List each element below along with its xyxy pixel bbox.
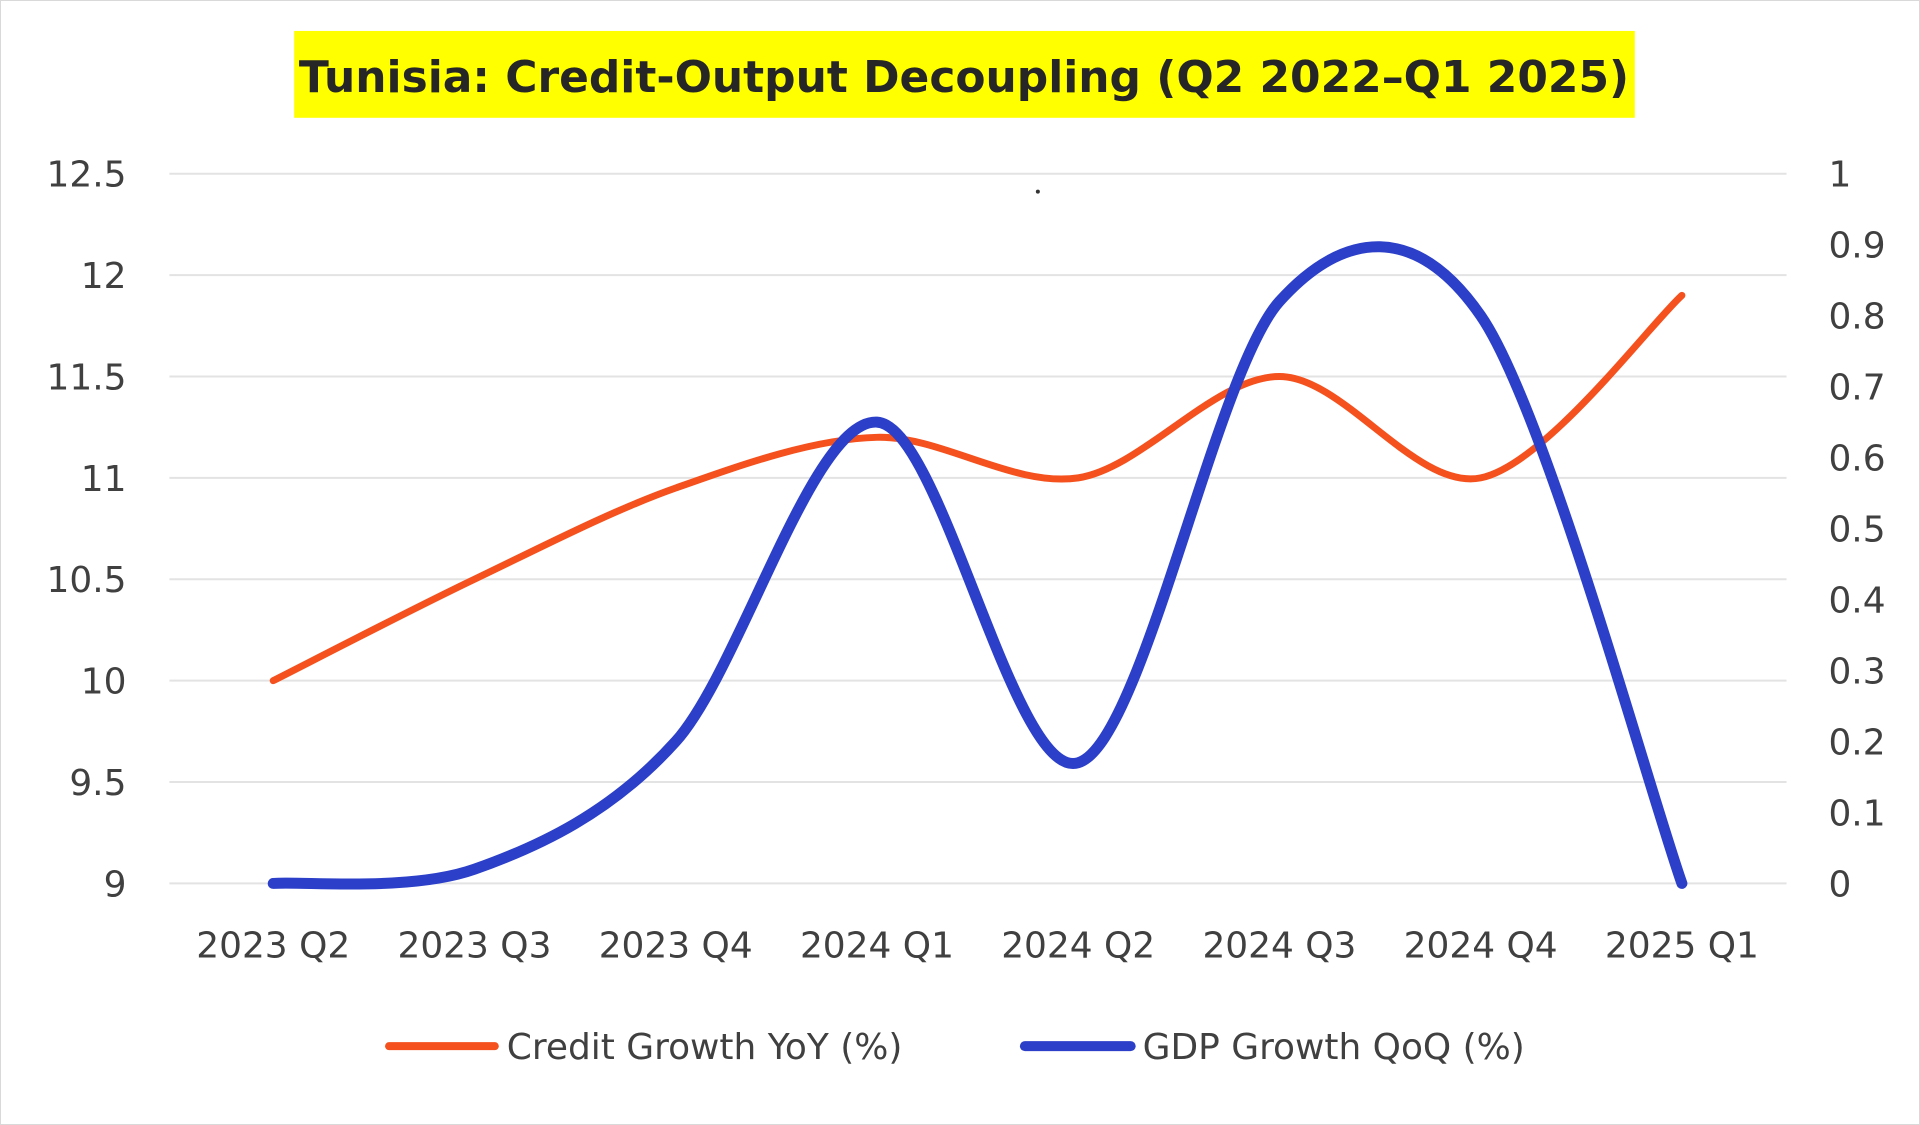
y-right-tick-label: 0.2 <box>1828 722 1885 763</box>
y-right-tick-label: 1 <box>1828 155 1851 196</box>
x-tick-label: 2025 Q1 <box>1605 925 1759 966</box>
y-right-tick-label: 0.8 <box>1828 297 1885 338</box>
y-left-tick-label: 9.5 <box>69 763 126 804</box>
stray-dot <box>1035 189 1040 194</box>
legend-label: GDP Growth QoQ (%) <box>1143 1027 1525 1068</box>
y-left-tick-label: 11.5 <box>47 357 127 398</box>
chart-title-box <box>294 30 1635 118</box>
x-tick-label: 2024 Q2 <box>1001 925 1155 966</box>
left-axis: 12.5 12 11.5 11 10.5 10 9.5 9 <box>47 155 127 906</box>
legend-label: Credit Growth YoY (%) <box>507 1027 903 1068</box>
y-right-tick-label: 0.6 <box>1828 439 1885 480</box>
x-tick-label: 2023 Q4 <box>599 925 753 966</box>
y-right-tick-label: 0.7 <box>1828 368 1885 409</box>
y-left-tick-label: 10.5 <box>47 560 127 601</box>
y-left-tick-label: 10 <box>81 662 127 703</box>
x-tick-label: 2024 Q4 <box>1404 925 1558 966</box>
x-axis: 2023 Q2 2023 Q3 2023 Q4 2024 Q1 2024 Q2 2024 … <box>196 925 1759 966</box>
right-axis: 1 0.9 0.8 0.7 0.6 0.5 0.4 0.3 0.2 0.1 0 <box>1828 155 1885 906</box>
y-right-tick-label: 0.1 <box>1828 793 1885 834</box>
y-left-tick-label: 12 <box>81 256 127 297</box>
y-left-tick-label: 11 <box>81 459 127 500</box>
y-left-tick-label: 9 <box>104 864 127 905</box>
chart-title: Tunisia: Credit-Output Decoupling (Q2 20… <box>299 52 1629 103</box>
legend: Credit Growth YoY (%) GDP Growth QoQ (%) <box>385 1027 1525 1068</box>
y-right-tick-label: 0.9 <box>1828 226 1885 267</box>
y-left-tick-label: 12.5 <box>47 155 127 196</box>
x-tick-label: 2024 Q1 <box>800 925 954 966</box>
x-tick-label: 2023 Q2 <box>196 925 350 966</box>
x-tick-label: 2023 Q3 <box>397 925 551 966</box>
series-lines <box>267 241 1688 890</box>
gdp-growth-line <box>267 241 1688 890</box>
y-right-tick-label: 0.3 <box>1828 651 1885 692</box>
x-tick-label: 2024 Q3 <box>1202 925 1356 966</box>
credit-growth-line <box>269 291 1686 685</box>
y-right-tick-label: 0 <box>1828 864 1851 905</box>
gridlines <box>169 172 1787 885</box>
y-right-tick-label: 0.4 <box>1828 581 1885 622</box>
y-right-tick-label: 0.5 <box>1828 510 1885 551</box>
